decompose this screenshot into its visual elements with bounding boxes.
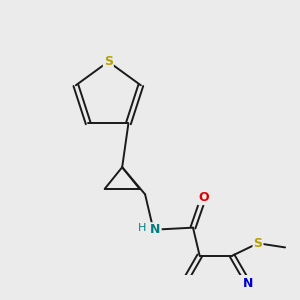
- Text: S: S: [254, 237, 262, 250]
- Text: H: H: [138, 223, 146, 232]
- Text: O: O: [198, 191, 209, 204]
- Text: N: N: [150, 223, 161, 236]
- Text: S: S: [104, 55, 113, 68]
- Text: N: N: [243, 278, 254, 290]
